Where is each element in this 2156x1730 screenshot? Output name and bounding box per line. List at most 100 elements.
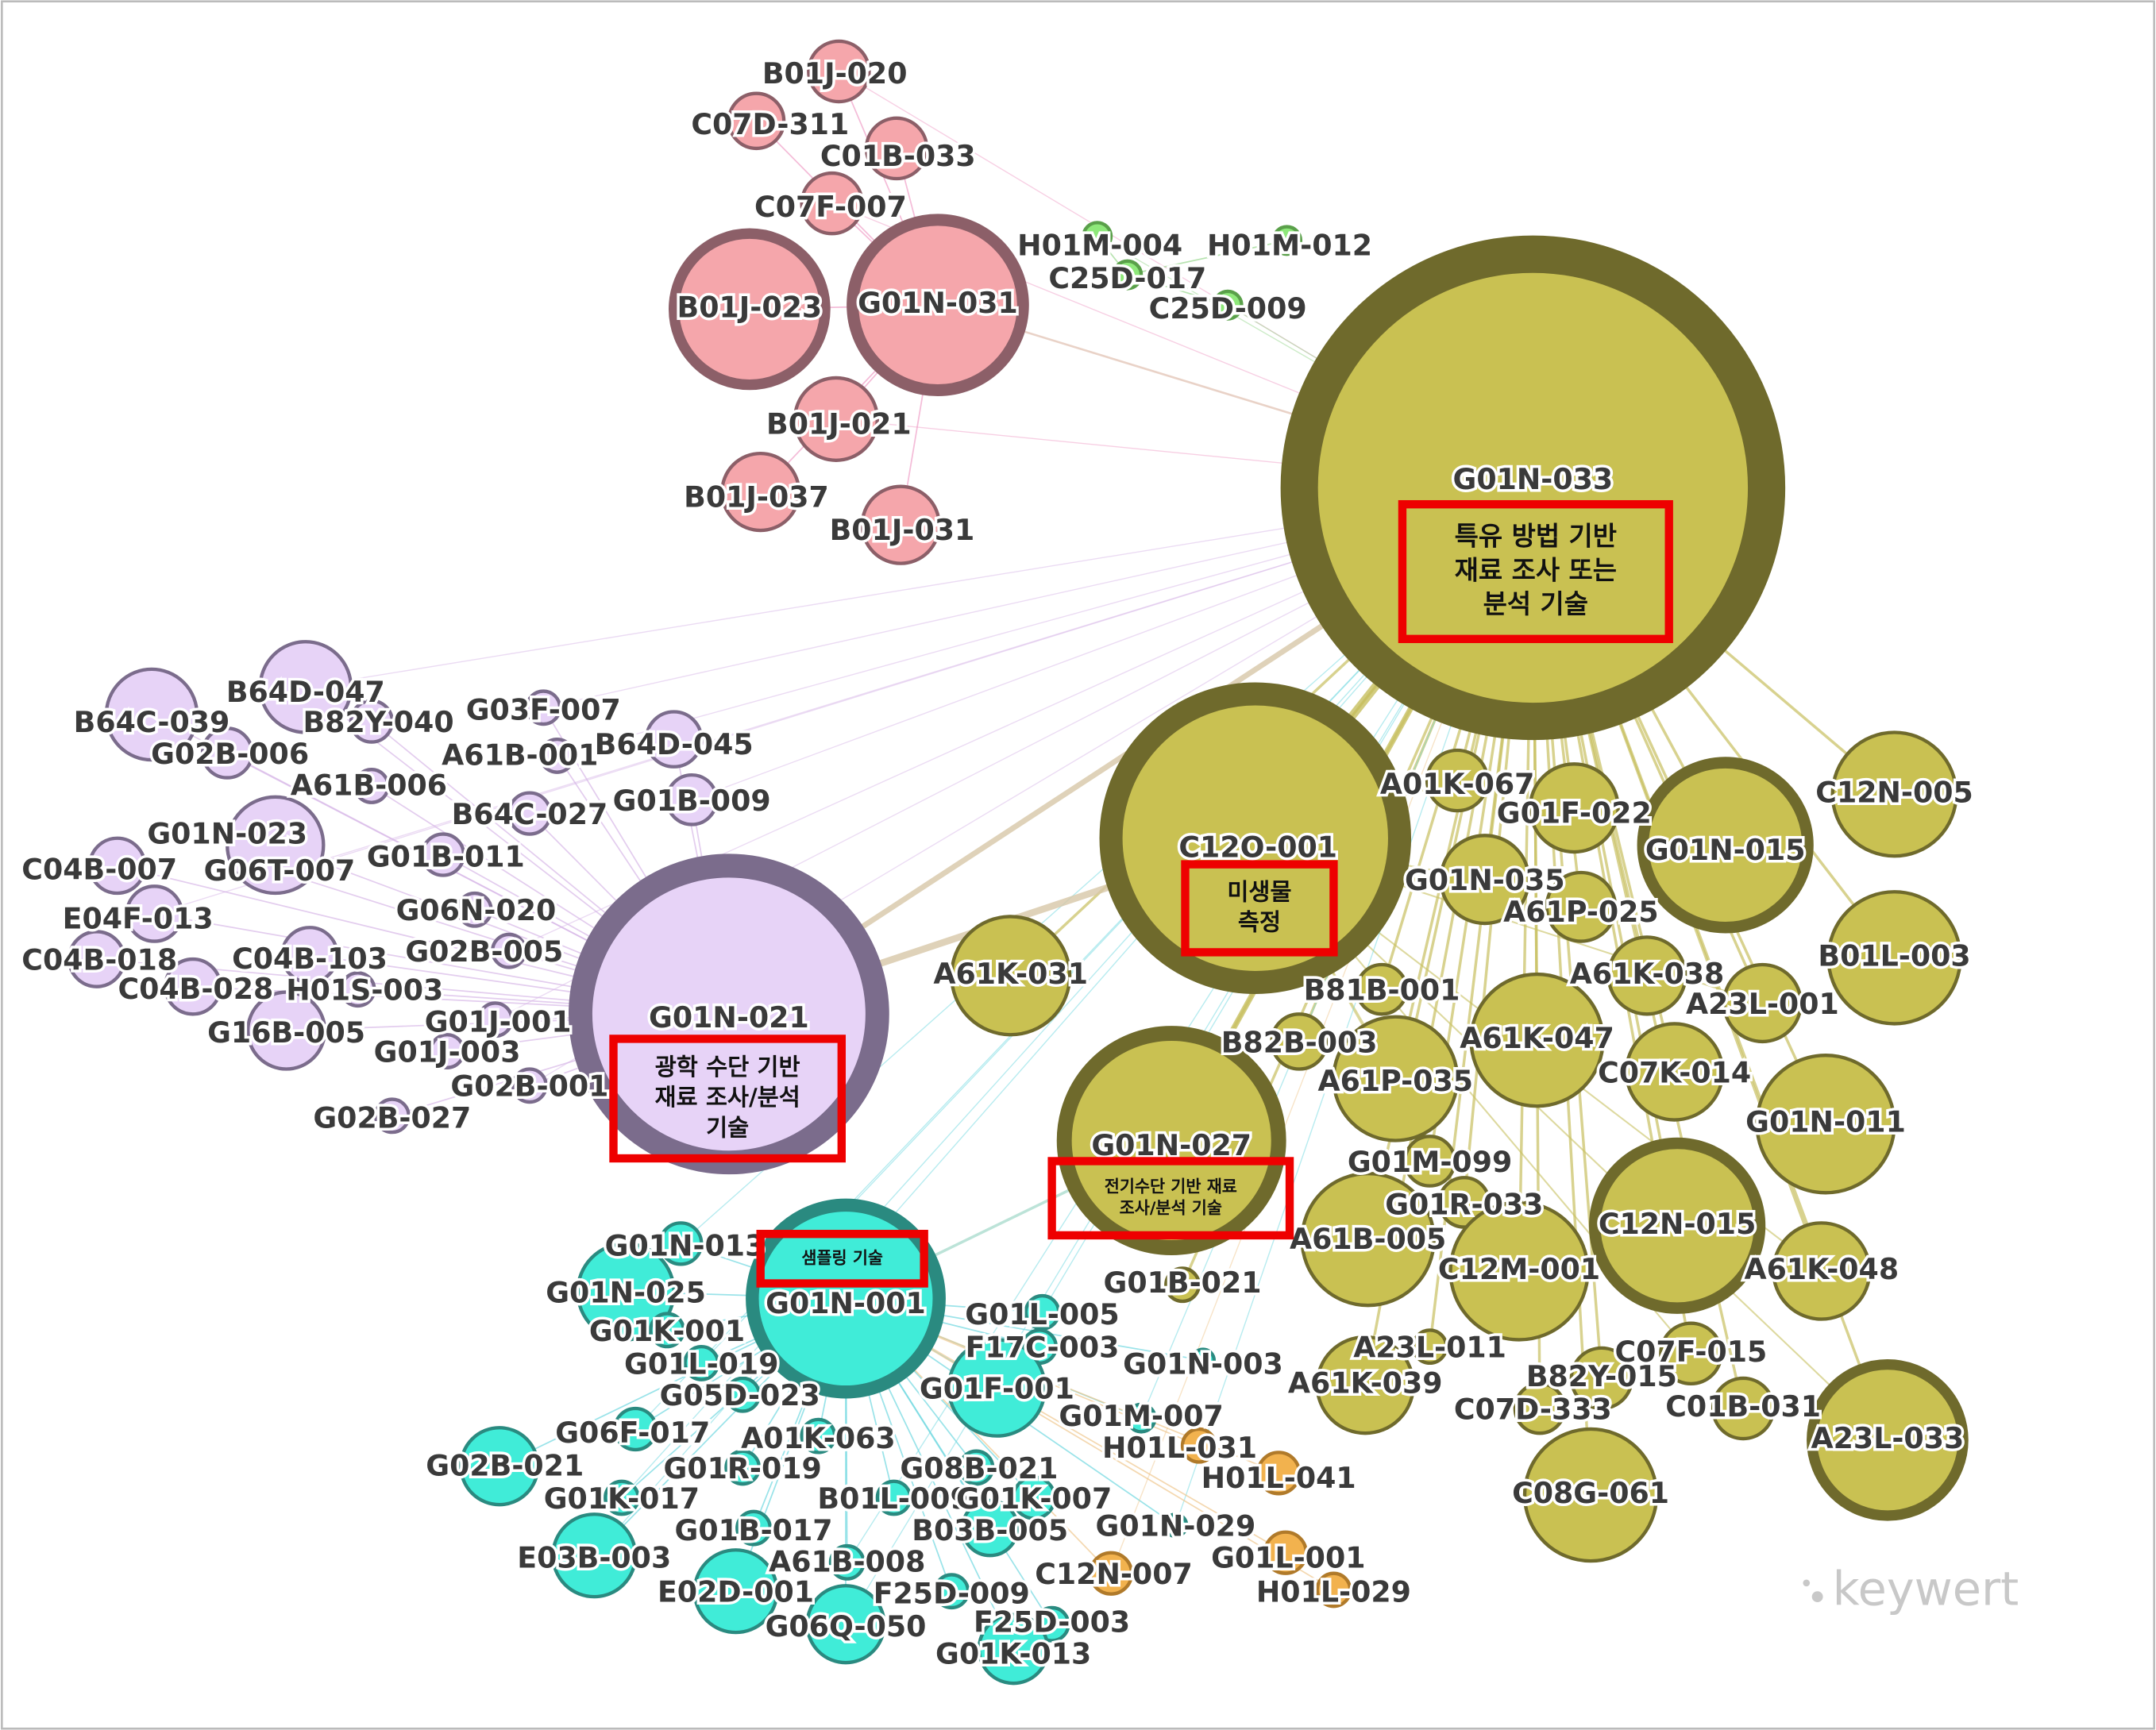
node-label: B01J-023: [677, 290, 823, 324]
node-label: A61B-001: [442, 738, 598, 773]
node-label: G02B-027: [313, 1101, 471, 1135]
node-label: G03F-007: [466, 693, 621, 727]
node: [1522, 1427, 1659, 1563]
node: [1403, 1135, 1456, 1188]
node-label: G01N-031: [858, 286, 1018, 320]
node-label: A61P-025: [1503, 895, 1659, 929]
node: [960, 1498, 1020, 1558]
node: [1569, 1346, 1634, 1411]
node-label: G02B-006: [151, 737, 309, 771]
node-label: A01K-067: [1380, 767, 1535, 801]
node: [459, 1426, 540, 1507]
node-label: F25D-003: [974, 1605, 1130, 1639]
node-label: G01M-099: [1348, 1145, 1512, 1179]
node-label: C12N-007: [1035, 1557, 1193, 1591]
node: [1271, 225, 1303, 256]
node: [280, 926, 339, 984]
annotation-text: 분석 기술: [1483, 588, 1588, 619]
annotation-text: 재료 조사 또는: [1455, 554, 1617, 585]
node-label: C04B-028: [118, 972, 273, 1006]
node-label: G01J-003: [374, 1035, 521, 1069]
node-label: G01N-013: [605, 1229, 766, 1263]
node-label: G01B-011: [367, 840, 525, 874]
node-label: B01J-020: [762, 56, 908, 91]
node-label: C01B-033: [820, 139, 976, 173]
node: [828, 1543, 866, 1581]
node-label: B01J-021: [766, 407, 912, 441]
node-label: A61K-039: [1288, 1366, 1443, 1401]
node: [658, 1221, 704, 1266]
node-label: G01N-001: [766, 1286, 926, 1320]
node: [977, 1612, 1050, 1686]
node-label: H01M-004: [1017, 229, 1182, 263]
node-label: H01L-029: [1256, 1575, 1411, 1609]
node: [1830, 730, 1958, 858]
node-label: G01L-005: [965, 1297, 1119, 1331]
node: [1711, 1376, 1776, 1441]
node: [200, 726, 254, 780]
node: [1528, 762, 1620, 854]
node-label: A01K-063: [741, 1421, 896, 1455]
node-label: B64C-039: [74, 705, 230, 739]
node: [1212, 289, 1244, 321]
node-label: C07D-333: [1454, 1392, 1612, 1426]
node: [800, 1417, 837, 1455]
node: [67, 930, 126, 988]
node: [613, 1406, 658, 1452]
annotation-text: 특유 방법 기반: [1455, 521, 1617, 552]
node-label: G01K-017: [544, 1481, 700, 1516]
node-label: A61B-006: [291, 769, 447, 803]
node-label: C25D-009: [1149, 291, 1307, 326]
annotation-text: 조사/분석 기술: [1120, 1199, 1222, 1218]
node-label: B64D-045: [595, 727, 754, 761]
node-label: A23L-001: [1686, 987, 1839, 1021]
node: [683, 1344, 720, 1381]
watermark-dot: [1811, 1591, 1823, 1603]
node: [164, 957, 222, 1016]
node-label: G01L-019: [624, 1347, 778, 1381]
node: [847, 214, 1029, 397]
node-label: G01N-035: [1405, 863, 1565, 897]
node-label: C07K-014: [1598, 1055, 1751, 1089]
node-label: G01K-013: [935, 1637, 1091, 1671]
node: [373, 1097, 411, 1135]
node-label: G01N-023: [147, 816, 307, 850]
node: [456, 891, 493, 928]
node-label: G02B-021: [426, 1448, 584, 1482]
node-label: C07F-007: [754, 190, 907, 224]
node: [1112, 259, 1144, 291]
node: [339, 971, 376, 1008]
node-label: C12N-005: [1815, 775, 1973, 809]
node: [1826, 890, 1962, 1026]
node-label: G06T-007: [204, 853, 356, 888]
node-label: B64D-047: [226, 675, 385, 709]
node: [1256, 1451, 1302, 1496]
node-label: G06F-017: [555, 1416, 710, 1450]
node: [1513, 1381, 1567, 1435]
node-label: H01M-012: [1207, 229, 1372, 263]
node: [807, 39, 871, 104]
annotation-box: [1047, 1157, 1294, 1240]
watermark: keywert: [1833, 1562, 2019, 1616]
watermark-dot: [1803, 1579, 1811, 1587]
node-label: A23L-033: [1811, 1421, 1965, 1455]
node-label: A61B-005: [1290, 1222, 1446, 1256]
node: [1332, 1015, 1460, 1142]
node: [1263, 1530, 1308, 1575]
node-label: C12N-015: [1599, 1207, 1757, 1241]
node: [245, 990, 327, 1071]
node-label: C08G-061: [1512, 1476, 1669, 1510]
node: [1315, 1571, 1352, 1609]
node: [476, 1001, 514, 1038]
node-label: A61K-048: [1745, 1252, 1900, 1286]
node: [644, 710, 704, 769]
node: [1088, 1551, 1134, 1596]
node-label: G01B-017: [675, 1513, 833, 1547]
node-label: B82B-003: [1221, 1025, 1378, 1059]
node-label: B64C-027: [452, 797, 608, 831]
node: [1411, 1328, 1448, 1366]
node-label: B01J-037: [684, 480, 829, 514]
